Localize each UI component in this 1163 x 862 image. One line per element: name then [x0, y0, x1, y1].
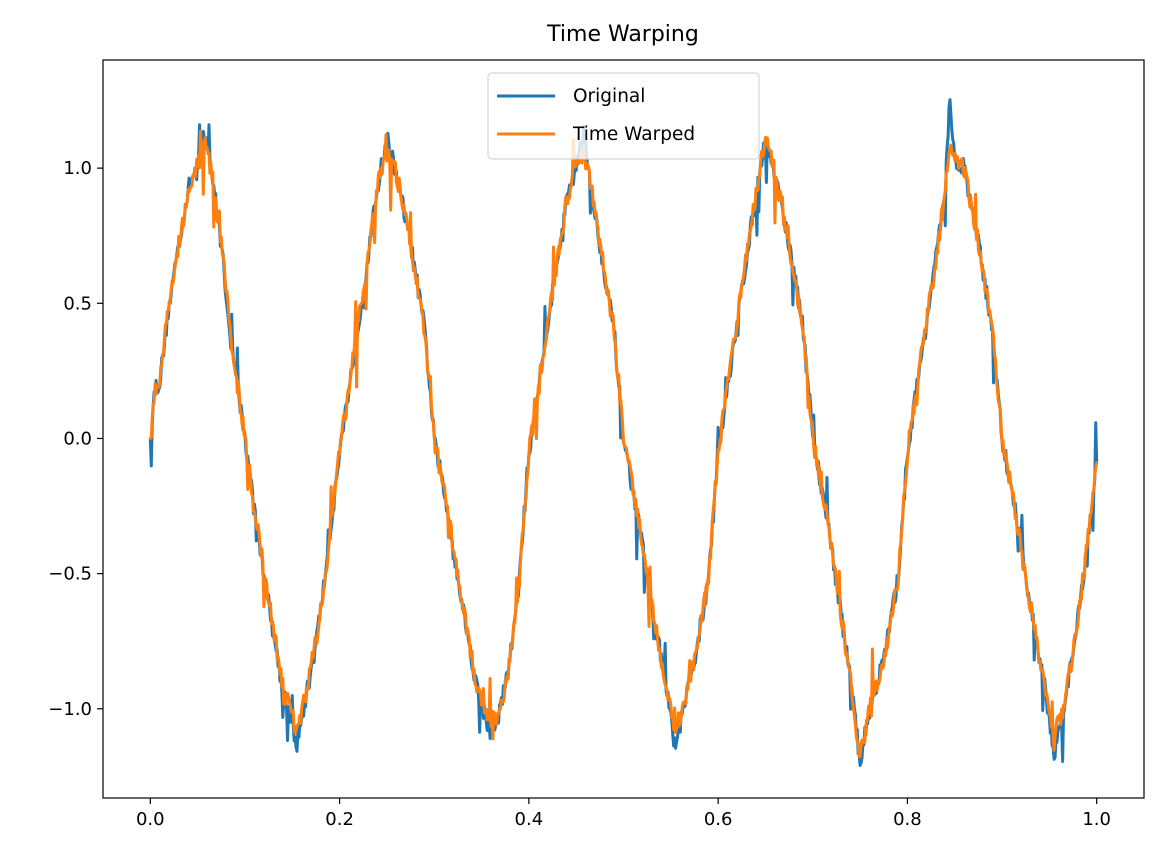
legend-box: [487, 72, 760, 160]
y-tick-label: 1.0: [63, 158, 92, 179]
x-tick-label: 0.2: [325, 809, 354, 830]
x-tick-label: 1.0: [1082, 809, 1111, 830]
legend: Original Time Warped: [487, 72, 760, 160]
x-tick-label: 0.8: [893, 809, 922, 830]
x-tick-label: 0.6: [704, 809, 733, 830]
chart-title: Time Warping: [546, 22, 699, 47]
y-tick-label: −1.0: [48, 699, 92, 720]
y-tick-label: 0.5: [63, 293, 92, 314]
y-tick-label: 0.0: [63, 428, 92, 449]
x-tick-label: 0.4: [515, 809, 544, 830]
axes-frame: [102, 59, 1145, 799]
y-axis: −1.0 −0.5 0.0 0.5 1.0: [48, 158, 103, 720]
x-axis: 0.0 0.2 0.4 0.6 0.8 1.0: [136, 798, 1111, 830]
x-tick-label: 0.0: [136, 809, 165, 830]
plot-area: [148, 98, 1099, 767]
legend-label: Time Warped: [572, 124, 695, 145]
legend-label: Original: [573, 86, 645, 107]
series-line-time-warped: [148, 129, 1099, 759]
y-tick-label: −0.5: [48, 564, 92, 585]
